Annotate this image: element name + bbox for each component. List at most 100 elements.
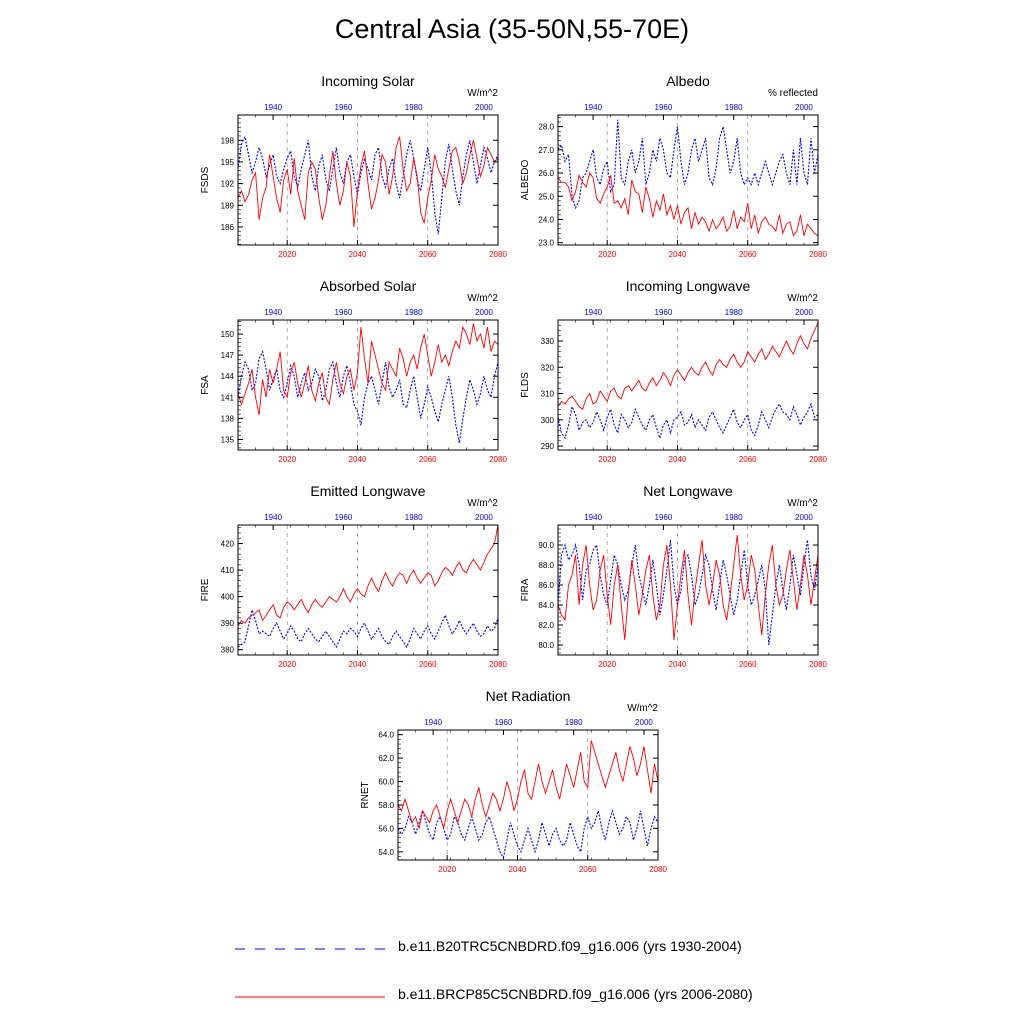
legend-label-hist: b.e11.B20TRC5CNBDRD.f09_g16.006 (yrs 193… [398,938,742,954]
x-tick-label-hist: 1980 [405,513,423,522]
series-line-hist [557,402,819,441]
y-tick-label: 54.0 [378,848,394,857]
units-label: W/m^2 [467,293,498,304]
x-tick-label-hist: 2000 [795,513,813,522]
x-tick-label-future: 2040 [509,865,527,874]
y-axis-label: FSA [200,375,211,395]
x-tick-label-hist: 1980 [725,513,743,522]
x-tick-label-future: 2040 [349,250,367,259]
plot-frame [397,729,659,861]
x-tick-label-hist: 1940 [584,513,602,522]
y-axis-label: RNET [360,781,371,808]
x-tick-label-future: 2060 [579,865,597,874]
y-axis-label: FIRE [200,578,211,601]
y-tick-label: 24.0 [538,215,554,224]
plot-frame [237,114,499,246]
y-tick-label: 147 [221,351,235,360]
y-tick-label: 27.0 [538,146,554,155]
legend-item-hist: b.e11.B20TRC5CNBDRD.f09_g16.006 (yrs 193… [235,938,835,958]
x-tick-label-hist: 1980 [725,308,743,317]
y-tick-label: 300 [541,416,555,425]
y-tick-label: 189 [221,201,235,210]
y-tick-label: 58.0 [378,801,394,810]
series-line-future [557,534,819,641]
x-tick-label-future: 2080 [489,660,507,669]
y-tick-label: 420 [221,540,235,549]
legend-line-future [235,996,385,998]
x-tick-label-hist: 1940 [264,103,282,112]
y-tick-label: 198 [221,136,235,145]
y-tick-label: 195 [221,158,235,167]
x-tick-label-hist: 1940 [584,103,602,112]
chart-panel-fira: Net Longwave W/m^2 80.0 82.0 84.0 86.0 88.0 90.… [498,483,827,715]
chart-svg: 186 189 192 195 198 FSDS 2020 2040 2060 2080 1940 1… [200,103,507,259]
y-tick-label: 390 [221,619,235,628]
legend-item-future: b.e11.BRCP85C5CNBDRD.f09_g16.006 (yrs 20… [235,986,835,1006]
x-tick-label-hist: 1960 [335,513,353,522]
chart-title: Incoming Longwave [625,278,751,294]
y-tick-label: 88.0 [538,561,554,570]
x-tick-label-future: 2080 [649,865,667,874]
x-tick-label-future: 2040 [349,455,367,464]
y-tick-label: 144 [221,372,235,381]
plot-frame [557,319,819,451]
chart-svg: 135 138 141 144 147 150 FSA 2020 2040 2060 2080 194… [200,308,507,464]
x-tick-label-future: 2020 [438,865,456,874]
x-tick-label-hist: 1980 [565,718,583,727]
x-tick-label-hist: 1960 [655,513,673,522]
chart-svg: 80.0 82.0 84.0 86.0 88.0 90.0 FIRA 2020 2040 2060… [520,513,827,669]
figure-title: Central Asia (35-50N,55-70E) [334,14,690,44]
x-tick-label-future: 2060 [739,660,757,669]
chart-svg: 54.0 56.0 58.0 60.0 62.0 64.0 RNET 2020 2040 2060… [360,718,667,874]
y-tick-label: 82.0 [538,621,554,630]
y-tick-label: 330 [541,337,555,346]
units-label: W/m^2 [787,293,818,304]
series-line-future [557,322,819,411]
series-line-future [237,323,499,415]
chart-title: Net Radiation [485,688,571,704]
x-tick-label-hist: 1980 [405,103,423,112]
x-tick-label-future: 2020 [278,455,296,464]
series-line-hist [237,607,499,649]
y-tick-label: 138 [221,414,235,423]
x-tick-label-future: 2060 [419,455,437,464]
y-tick-label: 380 [221,646,235,655]
x-tick-label-hist: 1960 [655,308,673,317]
x-tick-label-future: 2040 [669,660,687,669]
series-line-hist [557,539,819,646]
x-tick-label-future: 2020 [598,250,616,259]
x-tick-label-hist: 1960 [335,308,353,317]
chart-panel-fsds: Incoming Solar W/m^2 186 189 192 195 198 FSDS 20… [178,73,507,305]
chart-svg: 23.0 24.0 25.0 26.0 27.0 28.0 ALBEDO 2020 2040 20… [520,103,827,259]
y-tick-label: 410 [221,566,235,575]
x-tick-label-future: 2040 [669,455,687,464]
x-tick-label-future: 2060 [419,660,437,669]
series-line-future [557,172,819,237]
x-tick-label-hist: 1940 [264,513,282,522]
chart-title: Net Longwave [643,483,733,499]
units-label: W/m^2 [627,703,658,714]
x-tick-label-hist: 2000 [475,513,493,522]
y-tick-label: 400 [221,593,235,602]
y-tick-label: 56.0 [378,824,394,833]
x-tick-label-future: 2080 [809,250,827,259]
chart-svg: 290 300 310 320 330 FLDS 2020 2040 2060 2080 1940 1… [520,308,827,464]
y-tick-label: 23.0 [538,239,554,248]
y-tick-label: 192 [221,180,235,189]
x-tick-label-hist: 2000 [795,308,813,317]
plot-frame [557,524,819,656]
y-tick-label: 90.0 [538,541,554,550]
y-tick-label: 62.0 [378,754,394,763]
y-axis-label: FSDS [200,166,211,193]
y-tick-label: 86.0 [538,581,554,590]
y-axis-label: FIRA [520,578,531,601]
x-tick-label-future: 2080 [809,455,827,464]
units-label: W/m^2 [787,498,818,509]
chart-title: Incoming Solar [321,73,415,89]
x-tick-label-future: 2080 [809,660,827,669]
y-tick-label: 64.0 [378,731,394,740]
x-tick-label-future: 2060 [419,250,437,259]
y-tick-label: 135 [221,435,235,444]
x-tick-label-future: 2020 [278,660,296,669]
y-axis-label: FLDS [520,372,531,398]
